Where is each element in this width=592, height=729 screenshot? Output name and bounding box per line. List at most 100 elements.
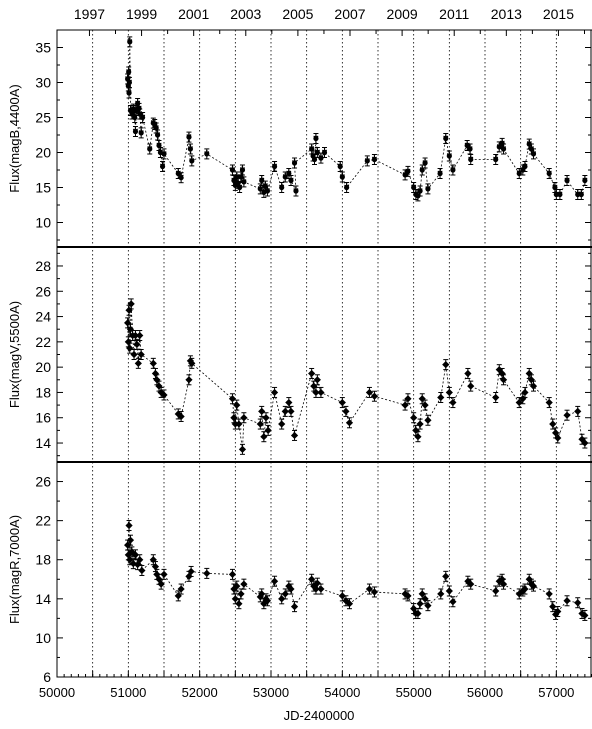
star-marker-core	[259, 177, 265, 184]
y-tick-label: 20	[35, 145, 51, 161]
data-point	[136, 330, 144, 342]
data-point	[492, 585, 500, 597]
data-point	[404, 590, 412, 602]
diamond-marker	[263, 597, 272, 605]
data-point	[345, 417, 354, 429]
diamond-marker	[563, 411, 571, 419]
data-point: *	[313, 132, 319, 147]
data-point: *	[147, 142, 153, 157]
diamond-marker	[421, 595, 429, 603]
diamond-marker	[155, 382, 163, 390]
data-point	[230, 412, 238, 424]
data-point	[138, 564, 146, 576]
data-point	[563, 409, 571, 421]
year-label: 2003	[230, 6, 261, 22]
diamond-marker	[281, 407, 289, 416]
star-marker-core	[126, 90, 132, 96]
diamond-marker	[412, 426, 420, 434]
star-marker-core	[314, 149, 320, 156]
star-marker-core	[552, 184, 558, 191]
data-point	[563, 595, 571, 607]
y-tick-label: 14	[35, 591, 51, 607]
diamond-marker	[134, 359, 142, 367]
y-tick-label: 28	[35, 258, 51, 274]
star-marker-core	[239, 167, 246, 173]
diamond-marker	[416, 420, 424, 428]
top-year-axis: 1997 1999 2001 2003 2005 2007 2009 2011 2013 2015	[57, 6, 592, 36]
diamond-marker	[467, 580, 475, 588]
data-point	[442, 570, 450, 582]
diamond-marker	[290, 431, 299, 440]
data-point	[131, 330, 140, 342]
y-tick-label: 10	[35, 215, 51, 231]
diamond-marker	[338, 592, 346, 600]
diamond-marker	[240, 580, 248, 588]
data-point	[549, 418, 557, 430]
data-point	[312, 386, 320, 398]
diamond-marker	[310, 582, 318, 590]
diamond-marker	[312, 388, 320, 397]
data-point	[177, 583, 185, 595]
x-axis-label: JD-2400000	[284, 708, 355, 723]
data-point	[177, 410, 185, 422]
data-point	[317, 386, 325, 398]
diamond-marker	[187, 567, 195, 576]
data-point	[338, 397, 346, 409]
diamond-marker	[581, 611, 589, 620]
diamond-marker	[414, 433, 422, 441]
data-point: *	[271, 160, 278, 175]
data-point	[424, 600, 432, 612]
star-marker-core	[126, 79, 133, 86]
panel-1: 101520253035Flux(magB,4400A)************…	[7, 29, 592, 248]
star-marker-core	[422, 160, 428, 166]
diamond-marker	[401, 590, 409, 598]
diamond-marker	[527, 376, 535, 384]
diamond-marker	[133, 340, 141, 348]
diamond-marker	[151, 562, 160, 571]
data-point	[424, 414, 432, 426]
data-point	[235, 418, 243, 430]
diamond-marker	[278, 595, 286, 603]
diamond-marker	[235, 420, 243, 428]
data-point	[404, 393, 412, 405]
data-point	[499, 578, 508, 590]
diamond-marker	[492, 393, 500, 402]
diamond-marker	[157, 580, 165, 588]
star-marker-core	[291, 160, 298, 166]
diamond-marker	[342, 407, 350, 416]
data-point: *	[557, 188, 563, 203]
data-point: *	[321, 146, 328, 161]
data-point	[136, 554, 144, 566]
star-marker-core	[417, 188, 423, 194]
data-point	[185, 374, 193, 386]
star-marker-core	[450, 167, 456, 173]
data-point	[237, 588, 245, 600]
data-point	[313, 374, 321, 386]
data-point	[414, 431, 422, 443]
x-tick-label: 53000	[253, 685, 289, 700]
data-point: *	[446, 149, 453, 164]
star-marker-core	[288, 177, 294, 184]
diamond-marker	[228, 570, 237, 578]
data-point: *	[582, 174, 588, 189]
diamond-marker	[260, 433, 268, 441]
data-point	[133, 338, 141, 350]
diamond-marker	[445, 388, 453, 397]
diamond-marker	[240, 414, 248, 422]
diamond-marker	[554, 607, 562, 616]
star-marker-core	[564, 177, 570, 184]
diamond-marker	[310, 382, 318, 390]
data-point	[157, 386, 165, 398]
y-tick-label: 35	[35, 40, 51, 56]
data-point	[515, 588, 523, 600]
star-marker-core	[522, 163, 528, 170]
x-tick-label: 55000	[396, 685, 432, 700]
data-point	[264, 424, 272, 436]
star-marker-core	[293, 188, 299, 194]
data-point	[370, 586, 379, 598]
diamond-marker	[418, 590, 426, 598]
star-marker-core	[153, 125, 159, 131]
star-marker-core	[530, 151, 537, 157]
data-point	[240, 578, 248, 590]
diamond-marker	[437, 393, 445, 402]
